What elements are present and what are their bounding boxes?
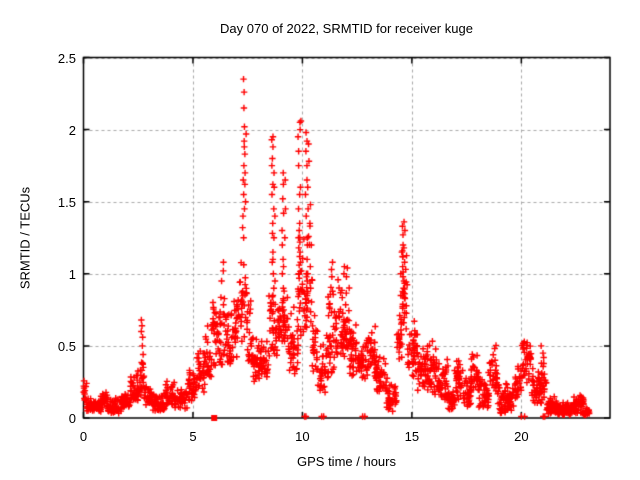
y-tick-label: 0: [68, 411, 76, 426]
y-tick-label: 0.5: [57, 338, 76, 354]
x-tick-label: 0: [79, 429, 88, 444]
y-tick-label: 1.5: [57, 194, 76, 210]
y-tick-label: 2.5: [57, 50, 76, 66]
y-tick-label: 1: [68, 266, 76, 282]
x-tick-label: 15: [404, 429, 420, 444]
x-tick-label: 10: [295, 429, 310, 444]
x-tick-label: 20: [514, 429, 529, 444]
x-tick-label: 5: [189, 429, 197, 444]
chart-title: Day 070 of 2022, SRMTID for receiver kug…: [220, 21, 473, 36]
x-axis-label: GPS time / hours: [297, 454, 396, 469]
y-tick-label: 2: [68, 122, 76, 138]
